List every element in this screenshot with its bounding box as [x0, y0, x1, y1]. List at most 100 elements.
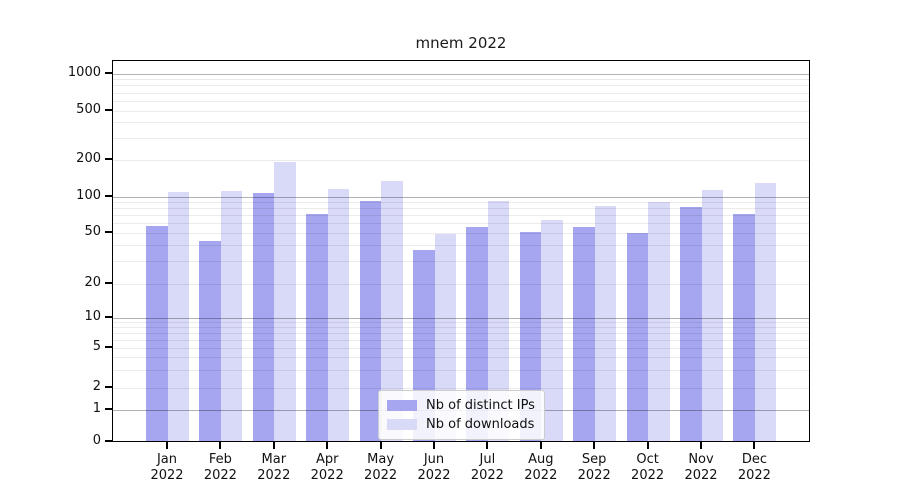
bar-distinct-ips-oct	[626, 233, 649, 441]
bar-downloads-sep	[594, 206, 617, 441]
gridline-minor	[113, 208, 809, 210]
x-tick-mark	[539, 442, 542, 449]
y-tick-label: 10	[84, 309, 101, 324]
legend-row-distinct-ips: Nb of distinct IPs	[387, 396, 535, 415]
gridline-minor	[113, 339, 809, 341]
x-tick-mark	[593, 442, 596, 449]
gridline-minor	[113, 92, 809, 94]
legend-swatch-downloads	[387, 419, 417, 430]
x-tick-mark	[272, 442, 275, 449]
legend-label-distinct-ips: Nb of distinct IPs	[426, 398, 535, 413]
y-tick-mark	[105, 282, 112, 284]
bar-downloads-oct	[648, 202, 670, 441]
gridline-major	[113, 317, 809, 319]
bar-distinct-ips-dec	[733, 214, 755, 441]
gridline-minor	[113, 387, 809, 389]
legend-swatch-distinct-ips	[387, 400, 417, 411]
y-tick-label: 20	[84, 275, 101, 290]
y-tick-label: 0	[92, 433, 101, 448]
x-tick-mark	[700, 442, 702, 449]
x-tick-label: Sep 2022	[577, 452, 611, 483]
gridline-minor	[113, 137, 809, 139]
gridline-minor	[113, 332, 809, 334]
y-tick-mark	[105, 231, 112, 233]
y-tick-label: 200	[76, 151, 101, 166]
gridline-minor	[113, 260, 809, 262]
bar-distinct-ips-jul	[466, 227, 488, 441]
bar-downloads-jan	[167, 191, 189, 441]
bar-distinct-ips-may	[359, 200, 382, 441]
y-tick-label: 5	[92, 339, 101, 354]
x-tick-label: Feb 2022	[203, 452, 237, 483]
gridline-minor	[113, 369, 809, 371]
gridline-minor	[113, 100, 809, 102]
bar-distinct-ips-mar	[252, 192, 275, 441]
x-tick-label: Apr 2022	[310, 452, 344, 483]
x-tick-label: Nov 2022	[684, 452, 718, 483]
grid-layer	[113, 61, 809, 441]
y-tick-mark	[105, 386, 112, 388]
y-tick-label: 50	[84, 224, 101, 239]
bar-downloads-may	[381, 180, 403, 441]
y-tick-mark	[105, 195, 112, 197]
bar-downloads-aug	[541, 220, 563, 441]
bar-downloads-apr	[327, 189, 350, 441]
bar-downloads-jul	[487, 200, 510, 441]
legend-row-downloads: Nb of downloads	[387, 415, 535, 434]
x-tick-label: Jun 2022	[417, 452, 451, 483]
gridline-minor	[113, 244, 809, 246]
x-tick-mark	[646, 442, 649, 449]
x-tick-label: Dec 2022	[737, 452, 771, 483]
bar-distinct-ips-apr	[306, 214, 328, 441]
gridline-minor	[113, 159, 809, 161]
legend: Nb of distinct IPs Nb of downloads	[378, 390, 545, 440]
x-tick-label: Oct 2022	[631, 452, 665, 483]
x-tick-mark	[219, 442, 222, 449]
x-tick-mark	[486, 442, 489, 449]
gridline-minor	[113, 327, 809, 329]
y-tick-mark	[105, 316, 112, 318]
bar-downloads-nov	[701, 190, 723, 441]
gridline-minor	[113, 357, 809, 359]
y-tick-mark	[105, 346, 112, 348]
gridline-minor	[113, 347, 809, 349]
x-tick-label: Jul 2022	[470, 452, 504, 483]
y-tick-label: 500	[76, 102, 101, 117]
bar-distinct-ips-aug	[519, 231, 542, 441]
y-tick-label: 100	[76, 188, 101, 203]
x-tick-label: Mar 2022	[257, 452, 291, 483]
bar-distinct-ips-sep	[573, 227, 595, 441]
gridline-minor	[113, 215, 809, 217]
y-tick-mark	[105, 72, 112, 74]
x-tick-mark	[166, 442, 168, 449]
y-tick-mark	[105, 158, 112, 160]
y-tick-mark	[105, 109, 112, 111]
bar-downloads-mar	[274, 162, 296, 441]
bar-distinct-ips-feb	[199, 241, 221, 441]
bar-downloads-feb	[220, 190, 243, 441]
gridline-minor	[113, 232, 809, 234]
chart-title: mnem 2022	[415, 34, 507, 52]
x-tick-label: Jan 2022	[150, 452, 184, 483]
x-tick-label: May 2022	[364, 452, 398, 483]
y-tick-mark	[105, 408, 112, 410]
y-tick-label: 1	[92, 401, 101, 416]
plot-area	[112, 60, 810, 442]
bar-distinct-ips-jan	[146, 226, 168, 441]
bar-downloads-jun	[434, 234, 456, 441]
legend-label-downloads: Nb of downloads	[426, 417, 535, 432]
x-tick-mark	[326, 442, 329, 449]
bar-distinct-ips-nov	[680, 206, 702, 441]
x-tick-label: Aug 2022	[524, 452, 558, 483]
x-tick-mark	[753, 442, 756, 449]
gridline-minor	[113, 110, 809, 112]
y-tick-label: 2	[92, 379, 101, 394]
bars-layer	[113, 61, 809, 441]
x-tick-mark	[379, 442, 382, 449]
x-tick-mark	[433, 442, 435, 449]
gridline-major	[113, 73, 809, 75]
gridline-minor	[113, 122, 809, 124]
bar-downloads-dec	[754, 183, 777, 441]
y-tick-mark	[105, 440, 112, 442]
